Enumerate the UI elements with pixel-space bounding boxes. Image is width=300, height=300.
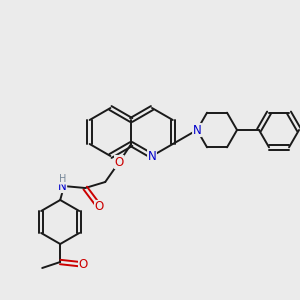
Text: N: N <box>58 179 67 193</box>
Text: O: O <box>79 257 88 271</box>
Text: H: H <box>58 174 66 184</box>
Text: N: N <box>193 124 201 136</box>
Text: N: N <box>148 149 156 163</box>
Text: O: O <box>94 200 104 214</box>
Text: O: O <box>115 155 124 169</box>
